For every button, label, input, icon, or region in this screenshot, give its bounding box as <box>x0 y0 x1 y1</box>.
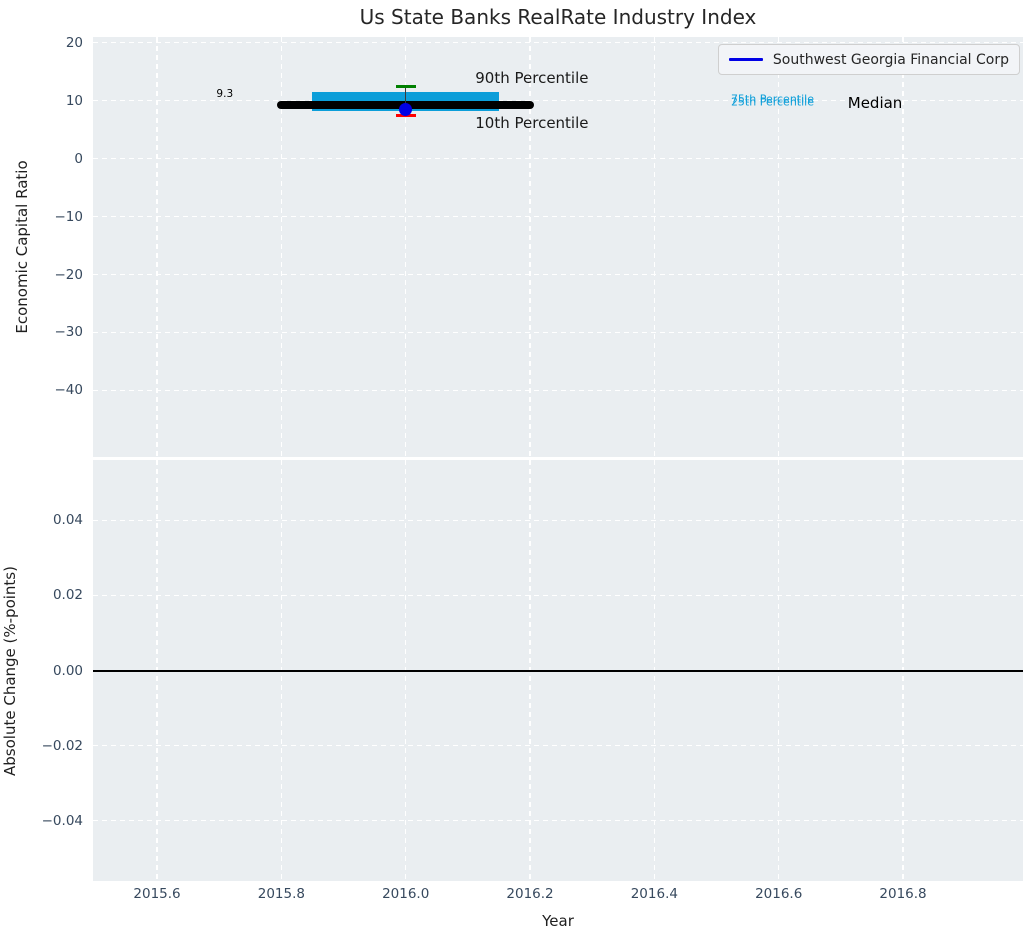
y-tick-label: −0.02 <box>41 737 83 754</box>
annotation-90th-percentile: 90th Percentile <box>475 69 589 88</box>
y-tick-label: 0 <box>74 150 83 167</box>
x-gridline <box>653 37 656 457</box>
annotation-25th-percentile: 25th Percentile <box>730 95 814 109</box>
y-gridline <box>93 389 1023 392</box>
x-tick-label: 2015.6 <box>133 886 181 902</box>
y-gridline <box>93 215 1023 218</box>
legend-label: Southwest Georgia Financial Corp <box>772 51 1009 68</box>
bottom-plot-area <box>93 460 1023 881</box>
annotation-median: Median <box>847 94 903 113</box>
x-gridline <box>156 37 158 457</box>
legend: Southwest Georgia Financial Corp <box>717 44 1020 75</box>
p90-cap <box>395 84 416 88</box>
y-gridline <box>93 594 1023 597</box>
y-tick-label: −0.04 <box>41 812 83 829</box>
y-tick-label: 0.00 <box>52 662 83 679</box>
y-gridline <box>93 744 1023 747</box>
y-tick-label: 0.04 <box>52 512 83 529</box>
y-tick-label: −30 <box>54 324 84 341</box>
x-tick-label: 2016.0 <box>382 886 430 902</box>
x-tick-label: 2016.8 <box>879 886 927 902</box>
y-gridline <box>93 273 1023 276</box>
y-tick-label: 0.02 <box>52 587 83 604</box>
y-gridline <box>93 519 1023 522</box>
y-tick-label: 10 <box>65 92 83 109</box>
y-tick-label: −40 <box>54 382 84 399</box>
y-gridline <box>93 819 1023 822</box>
x-tick-label: 2015.8 <box>257 886 305 902</box>
top-plot-area: Southwest Georgia Financial Corp 9.3 90th… <box>93 37 1023 457</box>
y-tick-label: −10 <box>54 208 84 225</box>
x-axis-label: Year <box>542 912 574 930</box>
y-gridline <box>93 157 1023 160</box>
x-gridline <box>902 37 904 457</box>
zero-line <box>93 669 1023 672</box>
annotation-75th-percentile: 75th Percentile <box>730 92 814 106</box>
y-gridline <box>93 331 1023 334</box>
x-tick-label: 2016.4 <box>630 886 678 902</box>
chart-title: Us State Banks RealRate Industry Index <box>359 5 757 29</box>
legend-line-icon <box>728 58 763 61</box>
y-tick-label: −20 <box>54 266 84 283</box>
annotation-9-3: 9.3 <box>216 88 234 100</box>
annotation-10th-percentile: 10th Percentile <box>475 114 589 133</box>
x-tick-label: 2016.6 <box>755 886 803 902</box>
top-y-axis-label: Economic Capital Ratio <box>13 160 31 334</box>
x-tick-label: 2016.2 <box>506 886 554 902</box>
y-tick-label: 20 <box>65 34 83 51</box>
